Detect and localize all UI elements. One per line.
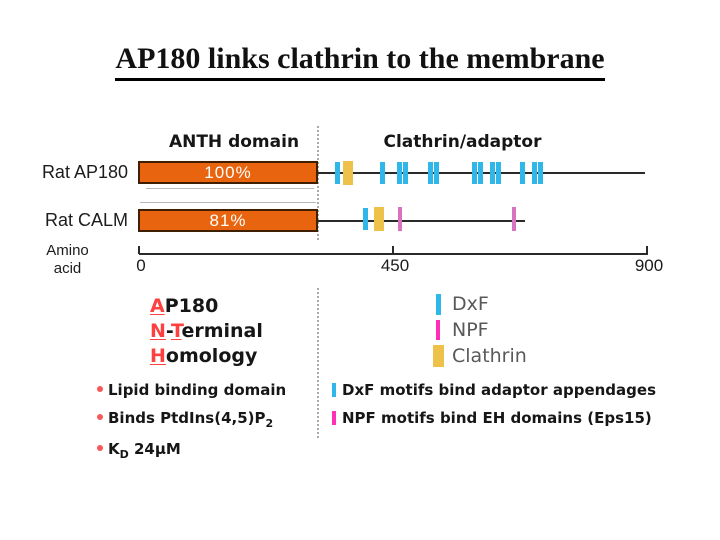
axis-tick-label-450: 450 — [380, 256, 410, 275]
legend-mark-wrap — [430, 320, 446, 340]
dxf-motif-tick — [495, 162, 501, 184]
ptdins-text: Binds PtdIns(4,5)P — [108, 409, 266, 427]
axis-tick-450 — [392, 246, 394, 254]
anth-line2-hyphen: - — [165, 320, 171, 342]
anth-legend-line2: N-Terminal — [150, 319, 263, 344]
dxf-motif-tick — [379, 162, 385, 184]
legend-item-clathrin: Clathrin — [430, 343, 527, 369]
red-letter-h: H — [150, 345, 166, 367]
anth-acronym-legend: AP180 N-Terminal Homology — [150, 294, 263, 369]
npf-motif-tick — [512, 207, 516, 231]
lipid-binding-text: Lipid binding domain — [108, 381, 287, 399]
slide-title: AP180 links clathrin to the membrane — [0, 42, 720, 81]
dxf-motif-tick — [402, 162, 408, 184]
dxf-motif-icon — [435, 293, 441, 315]
list-item: DxF motifs bind adaptor appendages — [332, 381, 656, 399]
red-letter-t: T — [171, 320, 182, 342]
dxf-motif-tick — [531, 162, 537, 184]
list-item: Binds PtdIns(4,5)P2 — [97, 409, 286, 430]
ap180-anth-domain-bar: 100% — [138, 161, 318, 184]
domain-boundary-dotted-line — [317, 126, 319, 240]
axis-label-line1: Amino — [46, 242, 89, 259]
anth-legend-line1: AP180 — [150, 294, 263, 319]
kd-subscript: D — [119, 448, 129, 461]
axis-tick-label-0: 0 — [136, 256, 146, 275]
npf-motif-tick — [398, 207, 402, 231]
anth-line3-rest: omology — [165, 345, 258, 367]
ptdins-subscript: 2 — [265, 417, 274, 430]
axis-tick-900 — [646, 246, 648, 254]
dxf-motif-tick — [489, 162, 495, 184]
kd-value: 24μM — [128, 440, 181, 458]
anth-line2-rest: erminal — [181, 320, 263, 342]
red-letter-a: A — [150, 295, 165, 317]
dxf-motif-tick — [477, 162, 483, 184]
npf-motif-icon — [436, 320, 440, 340]
bar-bracket-line — [140, 202, 316, 203]
ap180-identity-percent: 100% — [204, 162, 252, 182]
bullet-dot-icon — [97, 414, 103, 420]
anth-properties-list: Lipid binding domain Binds PtdIns(4,5)P2… — [97, 381, 286, 471]
row-label-rat-calm: Rat CALM — [44, 210, 128, 230]
list-item: Lipid binding domain — [97, 381, 286, 399]
clathrin-site-tick — [374, 207, 384, 231]
dxf-function-text: DxF motifs bind adaptor appendages — [342, 381, 656, 399]
axis-label-line2: acid — [53, 260, 82, 277]
axis-label-amino-acid: Amino acid — [30, 242, 105, 278]
dxf-motif-tick — [519, 162, 525, 184]
legend-label-npf: NPF — [452, 319, 489, 341]
npf-function-text: NPF motifs bind EH domains (Eps15) — [342, 409, 652, 427]
legend-item-npf: NPF — [430, 317, 527, 343]
calm-backbone-line — [318, 220, 525, 222]
clathrin-site-tick — [343, 161, 353, 185]
axis-tick-label-900: 900 — [634, 256, 664, 275]
bullet-dot-icon — [97, 386, 103, 392]
kd-text: K — [108, 440, 120, 458]
anth-legend-line3: Homology — [150, 344, 263, 369]
dxf-motif-tick — [471, 162, 477, 184]
bar-shadow-line — [146, 188, 314, 189]
dxf-motif-tick — [427, 162, 433, 184]
anth-domain-region-label: ANTH domain — [168, 132, 300, 152]
calm-anth-domain-bar: 81% — [138, 209, 318, 232]
legend-item-dxf: DxF — [430, 291, 527, 317]
list-item: KD 24μM — [97, 440, 286, 461]
npf-bullet-icon — [332, 411, 336, 425]
legend-divider-dotted-line — [317, 288, 319, 438]
clathrin-site-icon — [432, 345, 444, 367]
row-label-rat-ap180: Rat AP180 — [41, 162, 128, 182]
motif-function-list: DxF motifs bind adaptor appendages NPF m… — [332, 381, 656, 437]
list-item: NPF motifs bind EH domains (Eps15) — [332, 409, 656, 427]
axis-tick-0 — [138, 246, 140, 254]
bullet-dot-icon — [97, 445, 103, 451]
legend-mark-wrap — [430, 293, 446, 315]
dxf-motif-tick — [433, 162, 439, 184]
dxf-bullet-icon — [332, 383, 336, 397]
dxf-motif-tick — [396, 162, 402, 184]
motif-legend: DxF NPF Clathrin — [430, 291, 527, 369]
anth-line1-rest: P180 — [164, 295, 219, 317]
calm-identity-percent: 81% — [209, 210, 247, 230]
dxf-motif-tick — [362, 208, 368, 230]
clathrin-adaptor-region-label: Clathrin/adaptor — [383, 132, 542, 152]
amino-acid-axis-line — [139, 253, 648, 255]
red-letter-n: N — [150, 320, 166, 342]
dxf-motif-tick — [537, 162, 543, 184]
legend-mark-wrap — [430, 345, 446, 367]
legend-label-dxf: DxF — [452, 293, 489, 315]
dxf-motif-tick — [334, 162, 340, 184]
slide-title-text: AP180 links clathrin to the membrane — [115, 42, 605, 81]
legend-label-clathrin: Clathrin — [452, 345, 527, 367]
